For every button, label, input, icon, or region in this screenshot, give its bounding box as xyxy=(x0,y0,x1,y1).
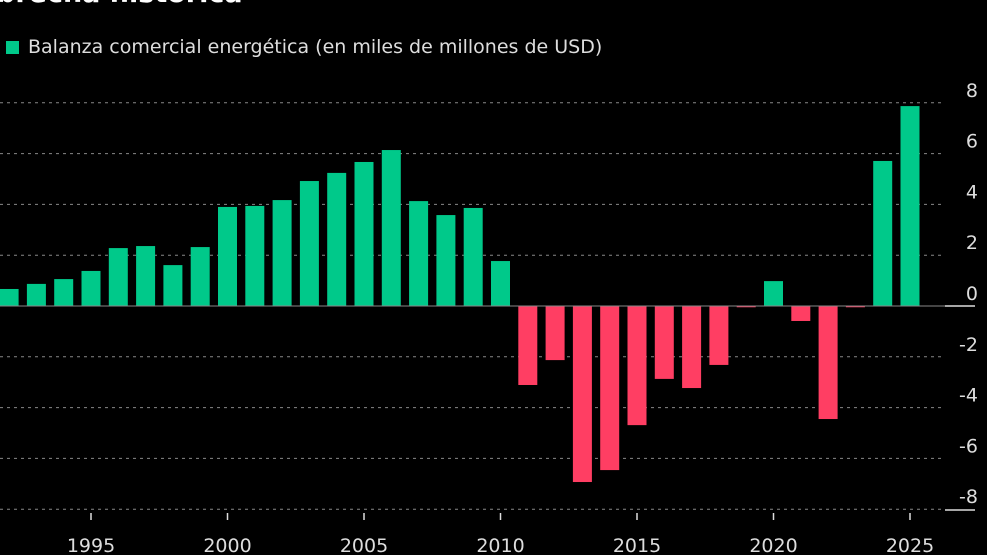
x-tick-label: 2005 xyxy=(340,535,388,555)
y-tick-label: -8 xyxy=(959,486,978,508)
x-tick-label: 2010 xyxy=(476,535,524,555)
bar-2019 xyxy=(736,306,756,308)
bar-1998 xyxy=(163,265,183,306)
bar-2014 xyxy=(600,306,620,471)
bar-2007 xyxy=(409,201,429,306)
y-tick-label: 0 xyxy=(966,283,978,305)
x-tick-label: 2025 xyxy=(886,535,934,555)
x-tick-label: 2000 xyxy=(203,535,251,555)
legend: Balanza comercial energética (en miles d… xyxy=(6,36,602,58)
bar-1995 xyxy=(81,270,101,306)
x-tick-label: 2015 xyxy=(613,535,661,555)
legend-label: Balanza comercial energética (en miles d… xyxy=(28,36,603,58)
bar-2003 xyxy=(299,181,319,306)
bar-2000 xyxy=(218,206,237,306)
bar-2022 xyxy=(818,306,838,420)
bar-2004 xyxy=(327,172,347,306)
bar-2012 xyxy=(545,306,565,361)
bar-2016 xyxy=(654,306,674,379)
y-tick-label: -2 xyxy=(959,334,978,356)
bar-2021 xyxy=(791,306,811,321)
bar-2006 xyxy=(381,150,401,306)
bar-2013 xyxy=(572,306,592,483)
chart-title: brecha histórica xyxy=(0,0,243,9)
bar-1992 xyxy=(0,288,19,306)
x-tick-label: 1995 xyxy=(67,535,115,555)
y-tick-label: 8 xyxy=(966,80,978,102)
bar-1996 xyxy=(108,248,128,306)
bar-1994 xyxy=(54,279,74,306)
bar-2015 xyxy=(627,306,647,426)
y-tick-label: -4 xyxy=(959,385,978,407)
bar-2010 xyxy=(491,261,510,306)
x-tick-label: 2020 xyxy=(749,535,797,555)
bar-1993 xyxy=(26,283,46,306)
y-tick-label: 6 xyxy=(966,131,978,153)
y-tick-label: 2 xyxy=(966,232,978,254)
bar-2011 xyxy=(518,306,538,385)
bar-2001 xyxy=(245,205,265,306)
bar-2025 xyxy=(900,106,920,307)
bar-2008 xyxy=(436,215,456,306)
bar-1999 xyxy=(190,247,210,306)
y-tick-label: -6 xyxy=(959,435,978,457)
bar-2023 xyxy=(845,306,865,308)
bar-2020 xyxy=(764,281,783,306)
bar-2009 xyxy=(463,207,483,306)
bar-2024 xyxy=(873,160,893,306)
bar-2002 xyxy=(272,200,292,306)
y-tick-label: 4 xyxy=(966,181,978,203)
bar-2018 xyxy=(709,306,729,365)
bar-2005 xyxy=(354,161,374,306)
bar-1997 xyxy=(136,246,156,306)
bar-2017 xyxy=(682,306,702,389)
legend-swatch xyxy=(6,40,19,54)
